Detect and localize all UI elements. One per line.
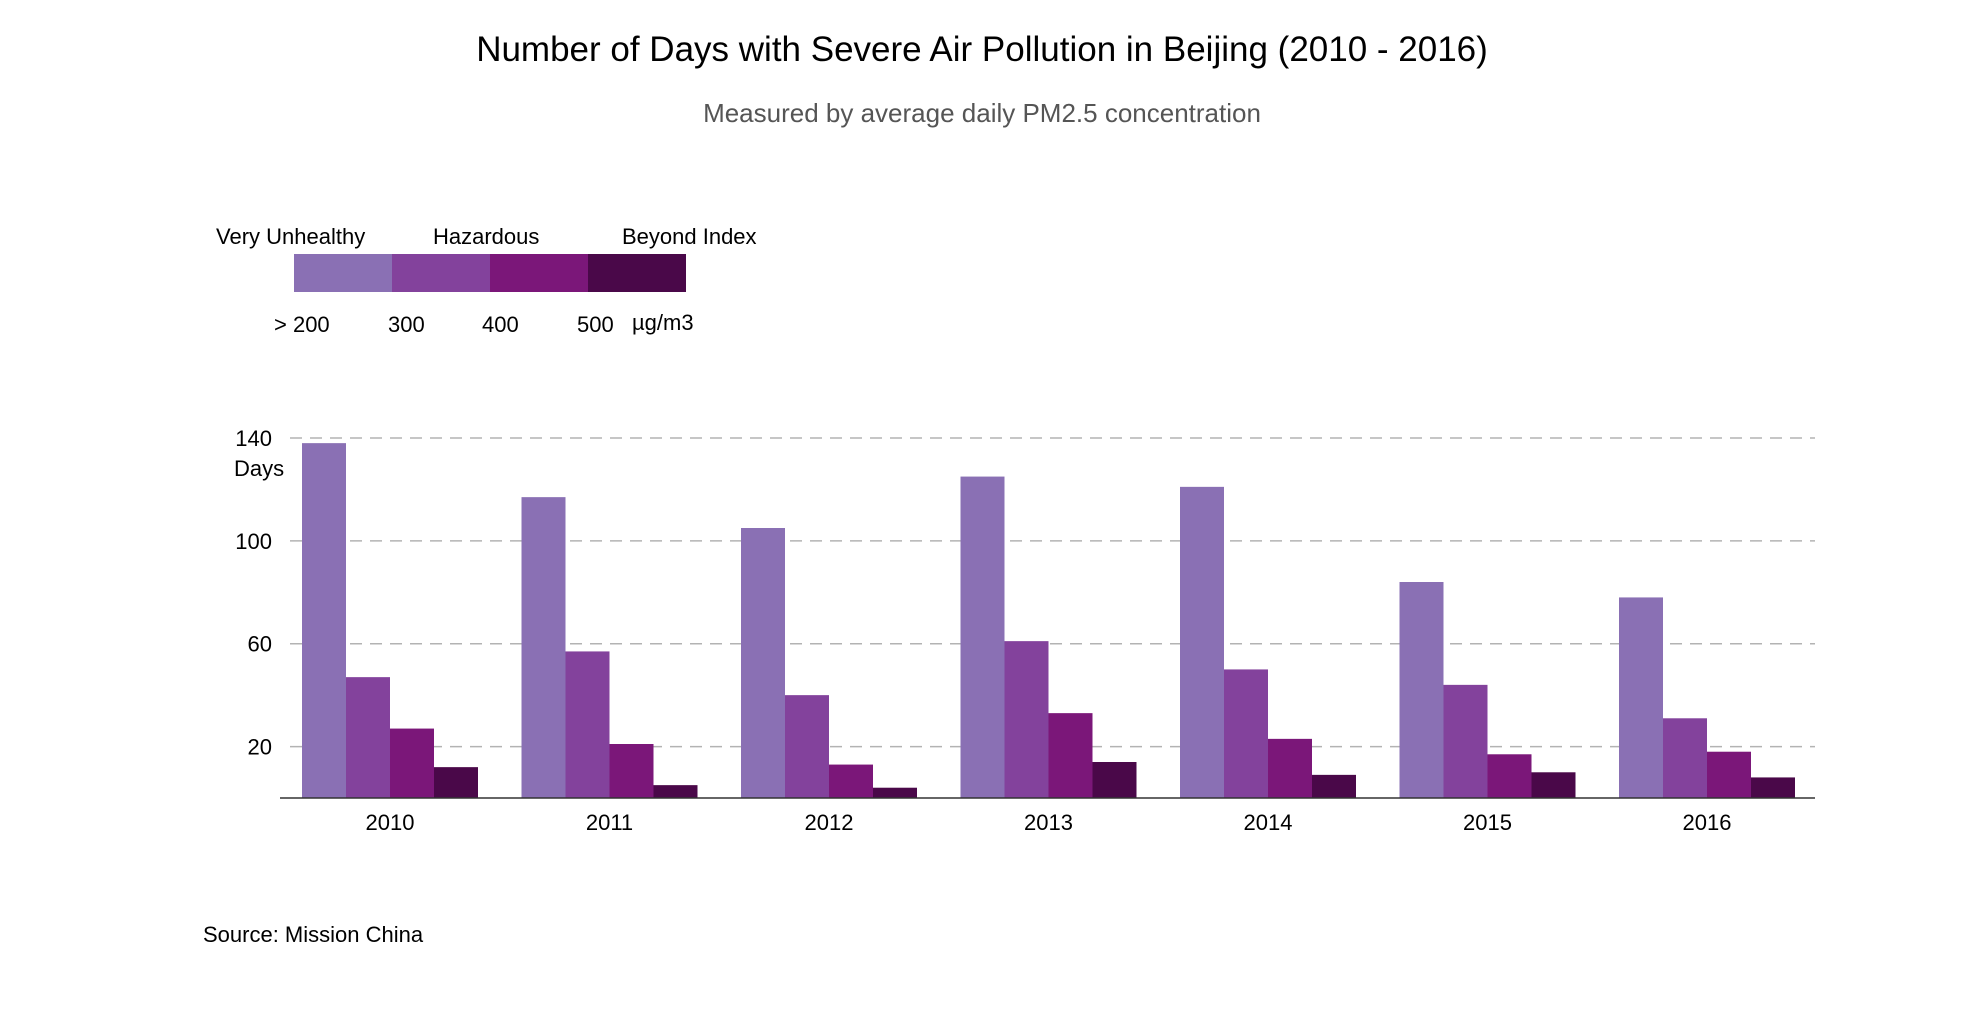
bar-2013-series-4 bbox=[1092, 762, 1137, 798]
bar-2015-series-4 bbox=[1531, 772, 1576, 798]
y-tick-label: 20 bbox=[248, 735, 272, 760]
x-tick-label: 2011 bbox=[586, 810, 633, 835]
legend-swatch-2 bbox=[392, 254, 490, 292]
legend-tick-300: 300 bbox=[388, 312, 425, 337]
bar-2015-series-2 bbox=[1443, 684, 1488, 798]
bar-2014-series-3 bbox=[1268, 738, 1312, 798]
bar-2011-series-2 bbox=[565, 651, 610, 798]
bar-2010-series-4 bbox=[434, 767, 478, 798]
x-tick-label: 2010 bbox=[366, 810, 415, 835]
x-tick-label: 2013 bbox=[1024, 810, 1073, 835]
x-axis: 2010 2011 2012 2013 2014 2015 2016 bbox=[280, 797, 1815, 835]
x-tick-label: 2012 bbox=[805, 810, 854, 835]
legend-tick-200: > 200 bbox=[274, 312, 330, 337]
bar-2010-series-2 bbox=[346, 677, 390, 798]
gridlines bbox=[290, 437, 1815, 748]
bar-2012-series-4 bbox=[873, 787, 917, 798]
bar-2011-series-4 bbox=[653, 785, 698, 798]
legend-tick-500: 500 bbox=[577, 312, 614, 337]
bar-2016-series-2 bbox=[1663, 718, 1707, 798]
bar-2016-series-3 bbox=[1707, 751, 1751, 798]
x-tick-label: 2014 bbox=[1244, 810, 1293, 835]
bar-2014-series-2 bbox=[1224, 669, 1268, 798]
bars bbox=[302, 443, 1795, 798]
x-tick-label: 2015 bbox=[1463, 810, 1512, 835]
legend-swatch-4 bbox=[588, 254, 686, 292]
bar-2011-series-3 bbox=[609, 744, 654, 798]
bar-2013-series-1 bbox=[960, 476, 1005, 798]
bar-2014-series-4 bbox=[1312, 774, 1356, 798]
chart-subtitle: Measured by average daily PM2.5 concentr… bbox=[703, 98, 1261, 128]
bar-2012-series-3 bbox=[829, 764, 873, 798]
y-axis-label: Days bbox=[234, 456, 284, 481]
legend-unit: µg/m3 bbox=[632, 310, 694, 335]
y-tick-label: 60 bbox=[248, 632, 272, 657]
legend-tick-400: 400 bbox=[482, 312, 519, 337]
x-tick-label: 2016 bbox=[1683, 810, 1732, 835]
legend-swatch-1 bbox=[294, 254, 392, 292]
chart-title: Number of Days with Severe Air Pollution… bbox=[476, 30, 1488, 69]
source-note: Source: Mission China bbox=[203, 922, 424, 947]
legend-swatch-3 bbox=[490, 254, 588, 292]
bar-2011-series-1 bbox=[521, 497, 566, 798]
bar-2016-series-4 bbox=[1751, 777, 1795, 798]
bar-2012-series-2 bbox=[785, 695, 829, 798]
bar-2015-series-1 bbox=[1399, 582, 1444, 798]
bar-2012-series-1 bbox=[741, 528, 785, 798]
bar-2013-series-3 bbox=[1048, 713, 1093, 798]
legend-label-very-unhealthy: Very Unhealthy bbox=[216, 224, 366, 249]
y-tick-label: 140 bbox=[235, 426, 272, 451]
bar-2013-series-2 bbox=[1004, 641, 1049, 798]
bar-2014-series-1 bbox=[1180, 486, 1224, 798]
legend-label-beyond-index: Beyond Index bbox=[622, 224, 757, 249]
bar-2010-series-3 bbox=[390, 728, 434, 798]
bar-2015-series-3 bbox=[1487, 754, 1532, 798]
y-axis: 20 60 100 140 Days bbox=[234, 426, 284, 760]
legend-label-hazardous: Hazardous bbox=[433, 224, 540, 249]
bar-2016-series-1 bbox=[1619, 597, 1663, 798]
bar-2010-series-1 bbox=[302, 443, 346, 798]
y-tick-label: 100 bbox=[235, 529, 272, 554]
